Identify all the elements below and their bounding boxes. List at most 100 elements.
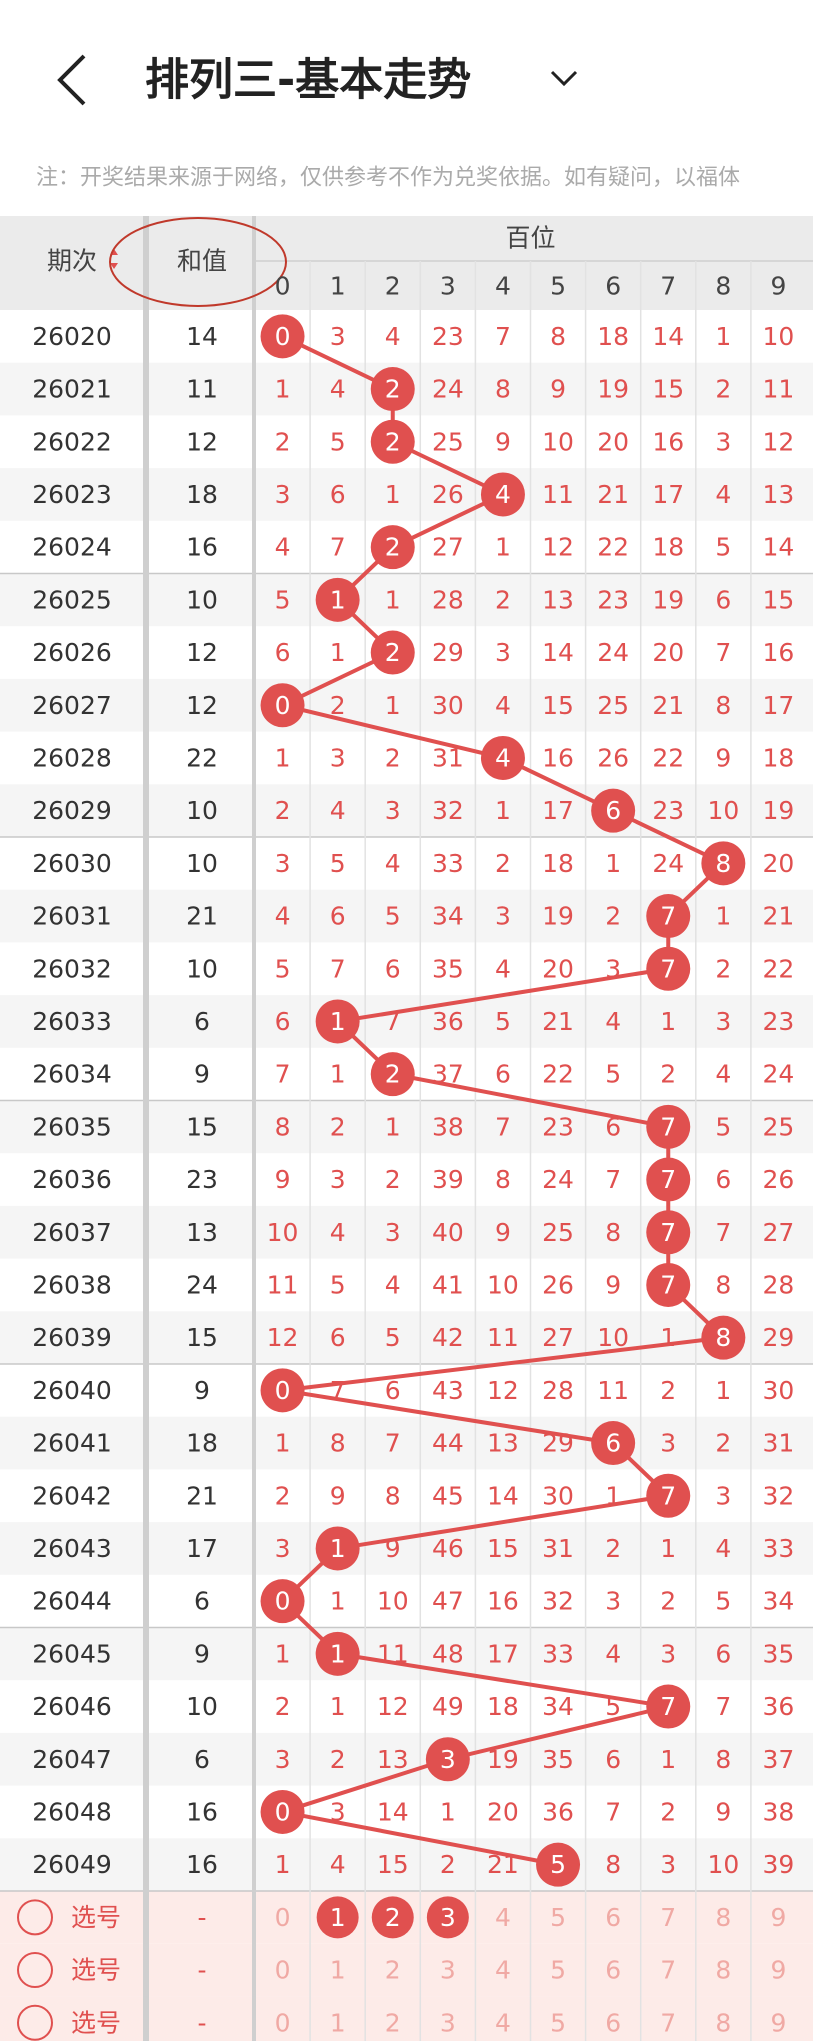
miss-count: 15 <box>652 375 684 404</box>
sum: 9 <box>194 1639 210 1668</box>
select-digit[interactable]: 1 <box>330 2008 346 2037</box>
row-bg <box>0 1732 813 1786</box>
miss-count: 3 <box>275 849 291 878</box>
hit-circle <box>591 1421 636 1466</box>
miss-count: 5 <box>605 1692 621 1721</box>
miss-count: 4 <box>330 1850 346 1879</box>
select-digit[interactable]: 9 <box>770 2008 786 2037</box>
select-digit[interactable]: 9 <box>770 1903 786 1932</box>
miss-count: 3 <box>330 322 346 351</box>
select-digit[interactable]: 6 <box>605 1956 621 1985</box>
row-bg <box>0 995 813 1048</box>
hit-circle <box>260 1579 305 1624</box>
sum: 21 <box>186 902 218 931</box>
miss-count: 1 <box>715 322 731 351</box>
miss-count: 5 <box>715 1112 731 1141</box>
miss-count: 2 <box>605 902 621 931</box>
miss-count: 9 <box>495 427 511 456</box>
miss-count: 43 <box>432 1376 464 1405</box>
select-digit[interactable]: 0 <box>275 1903 291 1932</box>
miss-count: 8 <box>715 1270 731 1299</box>
issue: 26025 <box>32 585 112 614</box>
issue: 26037 <box>32 1218 112 1247</box>
miss-count: 4 <box>715 1534 731 1563</box>
miss-count: 8 <box>550 322 566 351</box>
select-digit[interactable]: 6 <box>605 1903 621 1932</box>
select-radio[interactable] <box>17 2004 53 2041</box>
select-digit[interactable]: 5 <box>550 1903 566 1932</box>
select-digit[interactable]: 2 <box>385 2008 401 2037</box>
miss-count: 5 <box>275 585 291 614</box>
sum: 17 <box>186 1534 218 1563</box>
miss-count: 7 <box>715 1218 731 1247</box>
hit-circle <box>480 735 525 780</box>
miss-count: 44 <box>432 1429 464 1458</box>
select-digit[interactable]: 7 <box>660 1903 676 1932</box>
select-digit[interactable]: 2 <box>385 1903 401 1932</box>
select-digit[interactable]: 8 <box>715 1956 731 1985</box>
miss-count: 11 <box>267 1270 299 1299</box>
hit-digit: 7 <box>660 1481 676 1510</box>
notice: 注：开奖结果来源于网络，仅供参考不作为兑奖依据。如有疑问，以福体 <box>36 166 740 191</box>
miss-count: 22 <box>542 1060 574 1089</box>
miss-count: 2 <box>715 1429 731 1458</box>
miss-count: 1 <box>495 796 511 825</box>
miss-count: 5 <box>605 1060 621 1089</box>
select-digit[interactable]: 7 <box>660 1956 676 1985</box>
hit-circle <box>701 841 746 886</box>
select-digit[interactable]: 3 <box>440 1956 456 1985</box>
miss-count: 25 <box>763 1112 795 1141</box>
issue: 26035 <box>32 1112 112 1141</box>
hit-circle <box>370 630 415 675</box>
select-digit[interactable]: 3 <box>440 1903 456 1932</box>
miss-count: 6 <box>715 585 731 614</box>
select-digit[interactable]: 1 <box>330 1903 346 1932</box>
select-digit[interactable]: 8 <box>715 2008 731 2037</box>
select-digit[interactable]: 5 <box>550 1956 566 1985</box>
miss-count: 15 <box>487 1534 519 1563</box>
select-digit[interactable]: 8 <box>715 1903 731 1932</box>
back-button[interactable] <box>57 54 86 106</box>
select-digit[interactable]: 4 <box>495 1903 511 1932</box>
miss-count: 3 <box>660 1639 676 1668</box>
select-digit[interactable]: 3 <box>440 2008 456 2037</box>
miss-count: 36 <box>432 1007 464 1036</box>
miss-count: 1 <box>495 533 511 562</box>
hit-digit: 4 <box>495 743 511 772</box>
miss-count: 7 <box>330 954 346 983</box>
miss-count: 11 <box>377 1639 409 1668</box>
miss-count: 3 <box>330 1165 346 1194</box>
select-digit[interactable]: 0 <box>275 1956 291 1985</box>
hit-digit: 0 <box>275 322 291 351</box>
miss-count: 10 <box>267 1218 299 1247</box>
miss-count: 3 <box>385 796 401 825</box>
select-digit[interactable]: 0 <box>275 2008 291 2037</box>
miss-count: 6 <box>275 638 291 667</box>
select-radio[interactable] <box>17 1952 53 1989</box>
issue: 26044 <box>32 1587 112 1616</box>
select-digit[interactable]: 4 <box>495 1956 511 1985</box>
miss-count: 3 <box>495 902 511 931</box>
hit-circle <box>370 367 415 412</box>
select-digit[interactable]: 4 <box>495 2008 511 2037</box>
select-radio[interactable] <box>17 1899 53 1936</box>
miss-count: 7 <box>330 533 346 562</box>
select-digit[interactable]: 2 <box>385 1956 401 1985</box>
issue: 26039 <box>32 1323 112 1352</box>
select-digit[interactable]: 1 <box>330 1956 346 1985</box>
issue: 26027 <box>32 691 112 720</box>
select-digit[interactable]: 9 <box>770 1956 786 1985</box>
miss-count: 21 <box>597 480 629 509</box>
issue: 26048 <box>32 1797 112 1826</box>
miss-count: 15 <box>542 691 574 720</box>
digit-header: 6 <box>605 272 621 301</box>
hit-digit: 2 <box>385 1060 401 1089</box>
miss-count: 6 <box>605 1745 621 1774</box>
select-digit[interactable]: 7 <box>660 2008 676 2037</box>
miss-count: 9 <box>715 1797 731 1826</box>
miss-count: 6 <box>385 1376 401 1405</box>
dropdown-toggle[interactable] <box>550 70 578 87</box>
select-digit[interactable]: 6 <box>605 2008 621 2037</box>
sum: 15 <box>186 1112 218 1141</box>
select-digit[interactable]: 5 <box>550 2008 566 2037</box>
